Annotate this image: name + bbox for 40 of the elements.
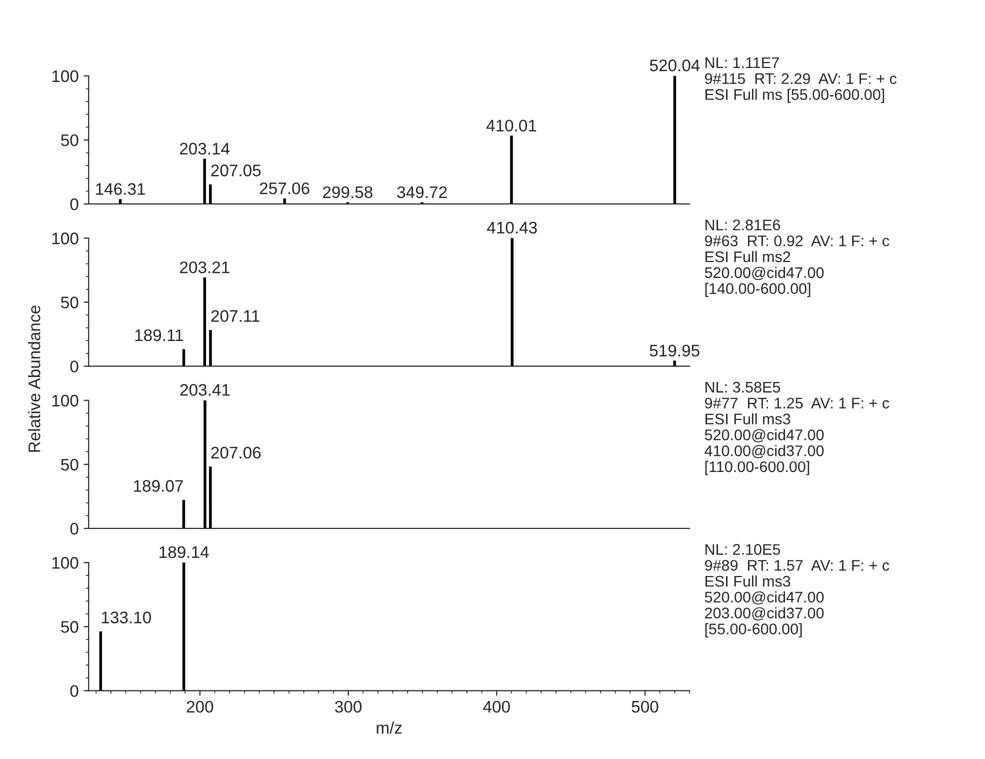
annotation: 189.07	[134, 480, 183, 492]
annotation: 189.11	[135, 329, 183, 342]
text: NL: 2.10E5 9#89 RT: 1.57 AV: 1 F: + c ESI Full ms3 520.00@cid47.00 203.00@cid37.00 [55.00-600.00]	[704, 544, 890, 638]
annotation: 189.14	[160, 546, 209, 558]
y-tick-label: 50	[61, 621, 78, 633]
x-tick-label: 500	[632, 700, 658, 713]
annotation: 146.31	[96, 183, 145, 195]
text: NL: 2.81E6 9#63 RT: 0.92 AV: 1 F: + c ESI Full ms2 520.00@cid47.00 [140.00-600.00]	[704, 220, 890, 298]
annotation: 207.05	[211, 164, 261, 176]
annotation: 203.41	[180, 384, 230, 396]
annotation: 203.21	[180, 261, 230, 274]
x-axis-title: m/z	[376, 722, 402, 734]
y-tick-label: 100	[52, 232, 78, 244]
annotation: 257.06	[260, 182, 310, 194]
y-tick-label: 100	[52, 557, 78, 569]
annotation: 299.58	[323, 186, 372, 198]
x-tick-label: 200	[186, 700, 214, 713]
x-tick-label: 400	[483, 700, 510, 713]
x-tick-label: 300	[335, 700, 362, 713]
y-tick-label: 50	[61, 134, 78, 146]
annotation: 519.95	[650, 344, 700, 357]
annotation: 520.04	[650, 60, 700, 72]
y-tick-label: 0	[70, 360, 78, 372]
y-tick-label: 50	[61, 458, 78, 471]
y-tick-label: 100	[52, 394, 78, 407]
annotation: 349.72	[397, 186, 447, 198]
y-tick-label: 0	[70, 522, 78, 535]
y-tick-label: 0	[70, 198, 78, 210]
text: NL: 3.58E5 9#77 RT: 1.25 AV: 1 F: + c ESI Full ms3 520.00@cid47.00 410.00@cid37.00 [110.00-600.00]	[704, 382, 890, 476]
y-tick-label: 50	[61, 296, 78, 308]
annotation: 133.10	[102, 612, 151, 624]
annotation: 203.14	[180, 142, 230, 155]
annotation: 410.01	[486, 120, 536, 132]
y-axis-title: Relative Abundance	[28, 306, 40, 452]
y-tick-label: 100	[52, 70, 78, 82]
annotation: 410.43	[487, 222, 537, 234]
text: NL: 1.11E7 9#115 RT: 2.29 AV: 1 F: + c ESI Full ms [55.00-600.00]	[704, 57, 897, 103]
annotation: 207.11	[211, 310, 260, 322]
y-tick-label: 0	[70, 685, 78, 697]
annotation: 207.06	[211, 446, 261, 459]
